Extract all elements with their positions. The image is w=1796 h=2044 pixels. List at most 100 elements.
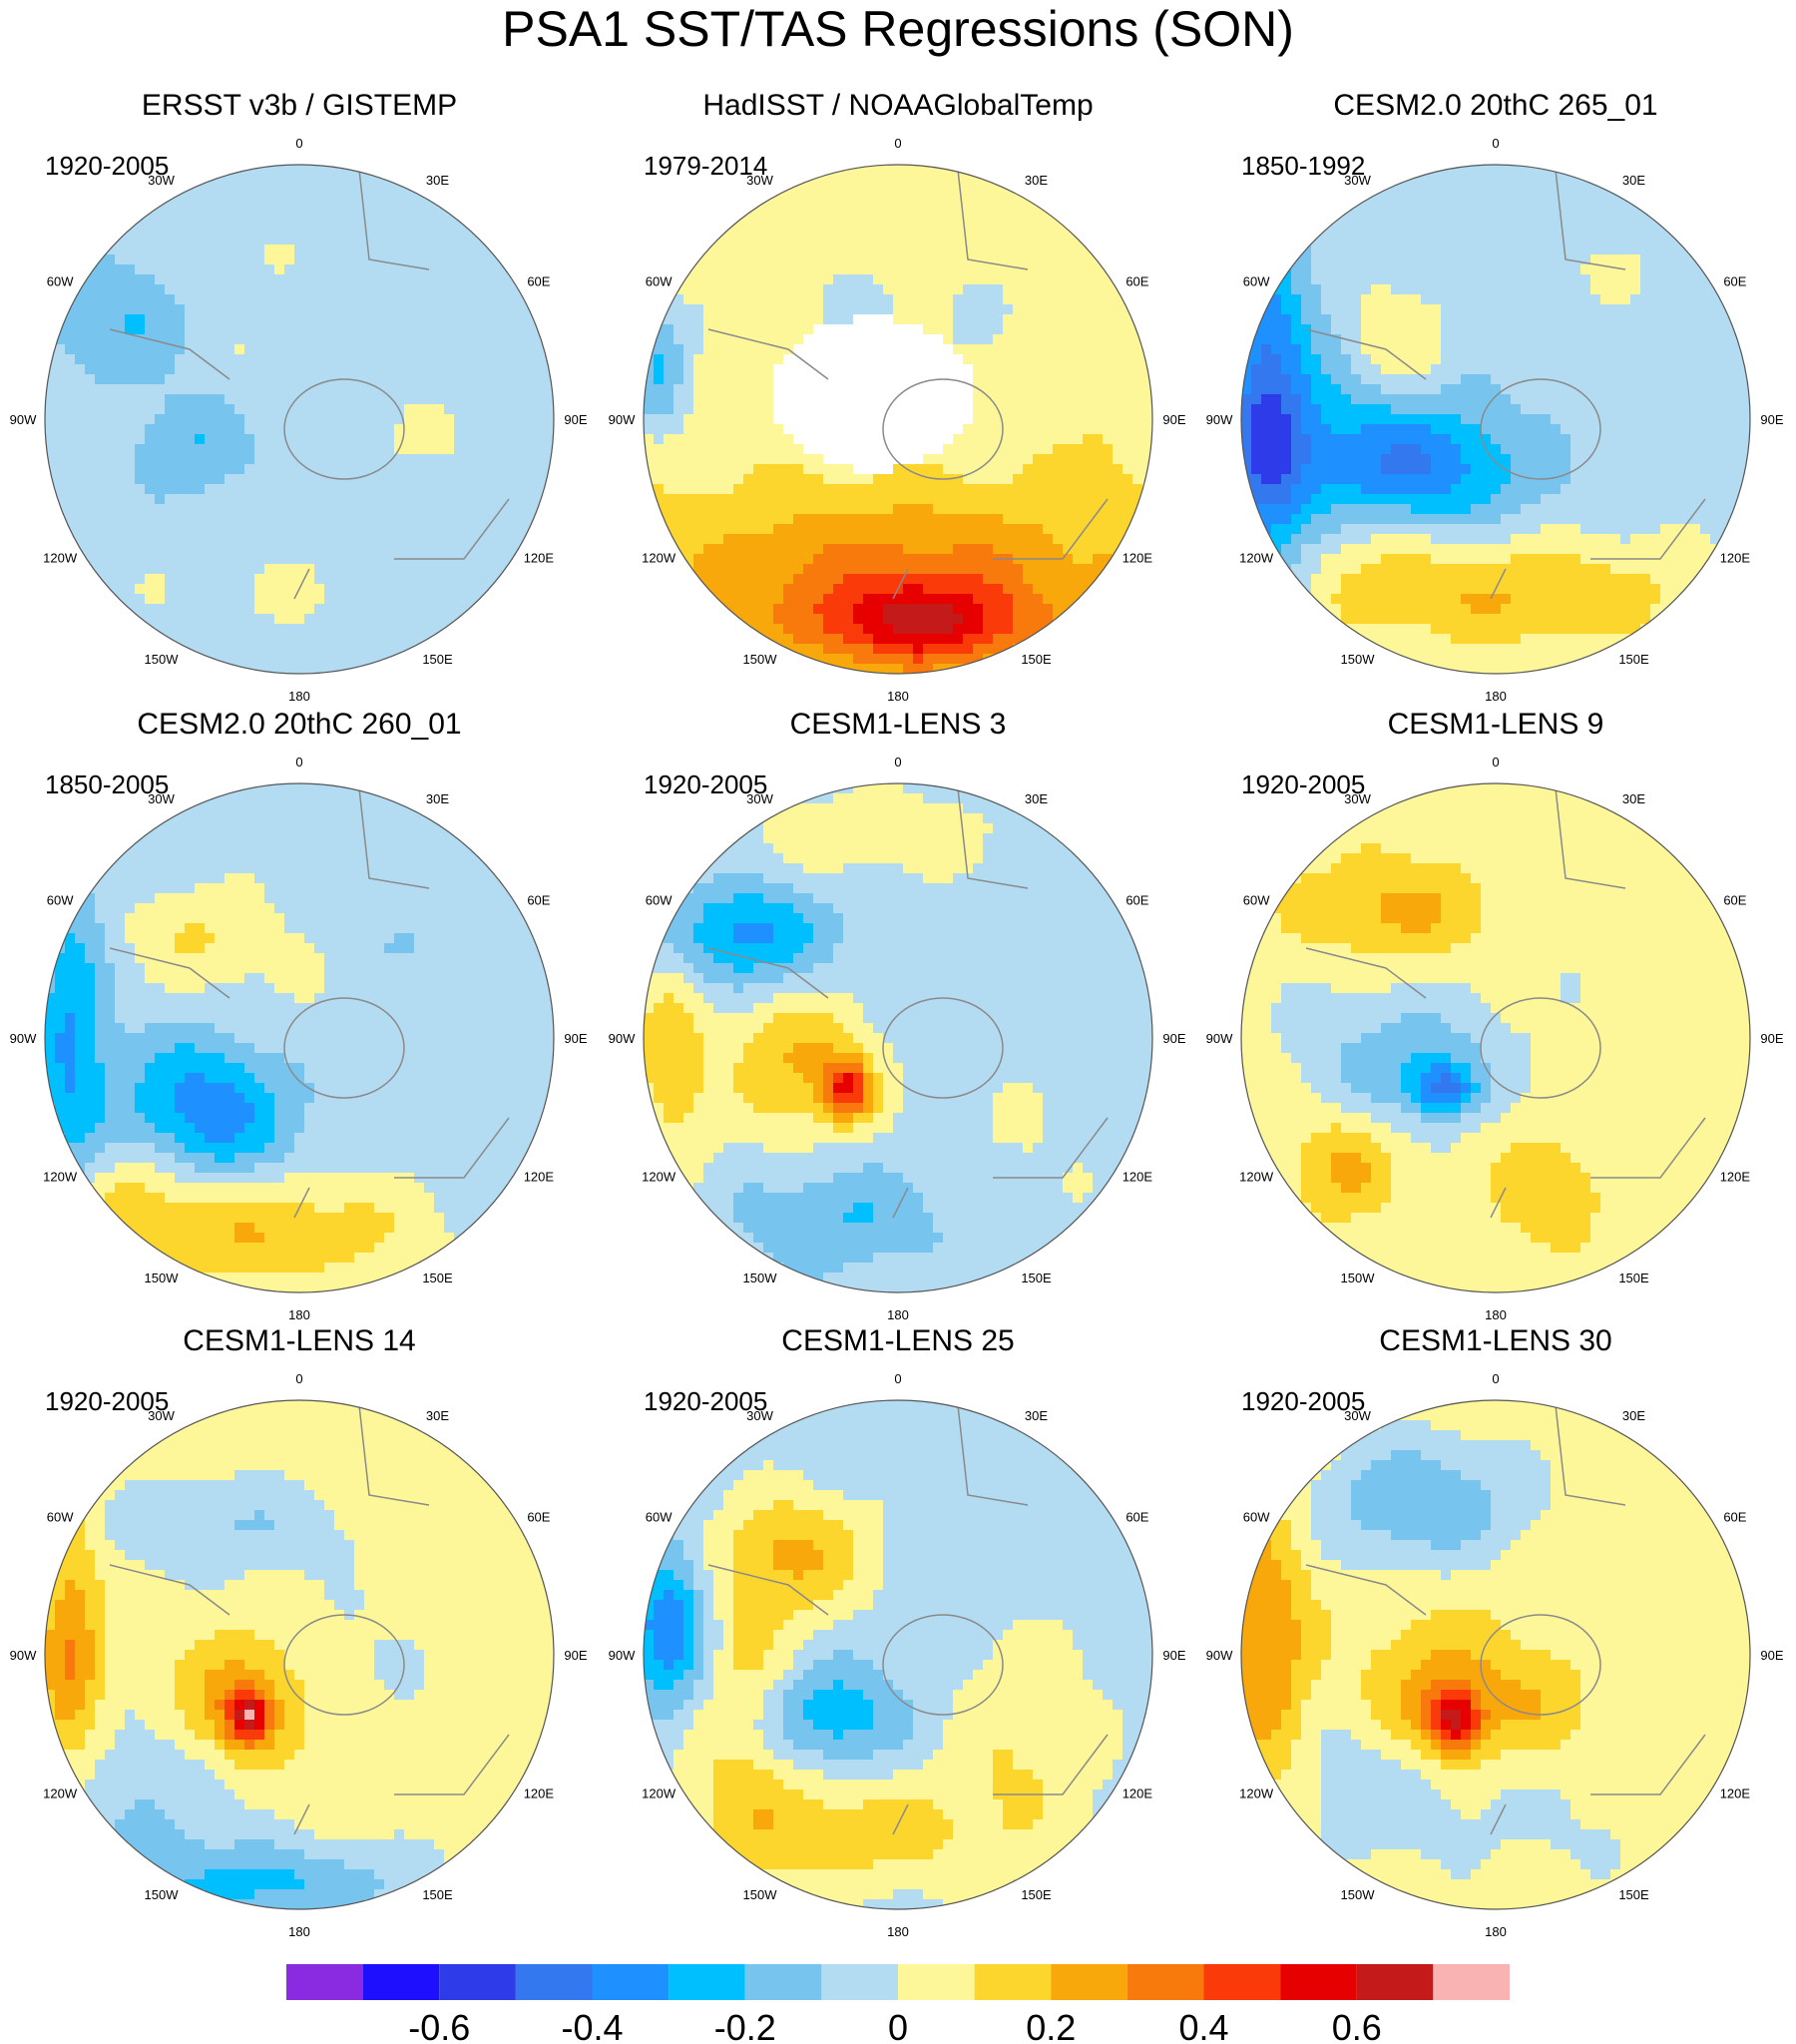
field-cell [95, 245, 106, 256]
field-cell [683, 334, 694, 345]
field-cell [843, 514, 854, 525]
field-cell [544, 434, 554, 445]
field-cell [893, 504, 904, 515]
field-cell [1331, 235, 1342, 246]
field-cell [1251, 474, 1262, 485]
field-cell [1063, 574, 1074, 585]
field-cell [1271, 454, 1282, 465]
field-cell [1331, 484, 1342, 495]
field-cell [733, 494, 744, 505]
field-cell [524, 364, 535, 375]
field-cell [713, 454, 724, 465]
field-cell [1291, 494, 1302, 505]
field-cell [115, 604, 126, 615]
field-cell [334, 354, 345, 365]
field-cell [903, 484, 914, 495]
field-cell [1311, 514, 1322, 525]
field-cell [1053, 364, 1064, 375]
field-cell [1361, 225, 1372, 236]
field-cell [1132, 334, 1143, 345]
field-cell [244, 464, 255, 475]
field-cell [374, 554, 385, 565]
field-cell [903, 524, 914, 535]
field-cell [693, 584, 704, 595]
field-cell [1381, 654, 1392, 665]
field-cell [264, 215, 275, 226]
field-cell [923, 185, 934, 196]
field-cell [753, 574, 764, 585]
field-cell [364, 544, 375, 555]
field-cell [294, 414, 305, 425]
field-cell [284, 304, 295, 315]
field-cell [833, 544, 844, 555]
field-cell [125, 534, 136, 545]
field-cell [464, 274, 475, 285]
field-cell [783, 514, 794, 525]
field-cell [264, 424, 275, 435]
field-cell [314, 394, 325, 405]
field-cell [833, 554, 844, 565]
field-cell [264, 374, 275, 385]
field-cell [464, 594, 475, 605]
field-cell [185, 324, 196, 335]
field-cell [175, 604, 186, 615]
field-cell [1331, 454, 1342, 465]
field-cell [963, 514, 974, 525]
field-cell [85, 374, 96, 385]
field-cell [843, 294, 854, 305]
field-cell [723, 374, 734, 385]
field-cell [763, 294, 774, 305]
field-cell [1003, 364, 1014, 375]
field-cell [1003, 614, 1014, 625]
field-cell [314, 484, 325, 495]
field-cell [424, 584, 435, 595]
field-cell [514, 364, 525, 375]
field-cell [1073, 514, 1084, 525]
field-cell [75, 294, 86, 305]
field-cell [125, 544, 136, 555]
field-cell [464, 284, 475, 295]
field-cell [464, 494, 475, 505]
field-cell [1351, 324, 1362, 335]
field-cell [713, 554, 724, 565]
field-cell [175, 594, 186, 605]
field-cell [1073, 504, 1084, 515]
field-cell [763, 215, 774, 226]
field-cell [195, 264, 206, 275]
field-cell [434, 394, 445, 405]
field-cell [853, 474, 864, 485]
field-cell [1381, 384, 1392, 395]
field-cell [524, 444, 535, 455]
field-cell [1043, 514, 1054, 525]
field-cell [394, 544, 405, 555]
field-cell [1351, 215, 1362, 226]
field-cell [753, 434, 764, 445]
field-cell [324, 364, 335, 375]
field-cell [1391, 514, 1402, 525]
field-cell [504, 284, 515, 295]
field-cell [374, 245, 385, 256]
field-cell [394, 344, 405, 355]
field-cell [314, 524, 325, 535]
field-cell [1381, 464, 1392, 475]
field-cell [205, 614, 216, 625]
field-cell [713, 414, 724, 425]
field-cell [135, 474, 146, 485]
field-cell [983, 624, 994, 635]
field-cell [1023, 324, 1034, 335]
field-cell [304, 294, 315, 305]
field-cell [733, 514, 744, 525]
longitude-label: 90W [10, 412, 37, 427]
field-cell [1073, 274, 1084, 285]
field-cell [1271, 354, 1282, 365]
field-cell [733, 564, 744, 575]
field-cell [1013, 494, 1024, 505]
field-cell [205, 524, 216, 535]
field-cell [224, 284, 235, 295]
field-cell [733, 274, 744, 285]
field-cell [843, 424, 854, 435]
field-cell [524, 374, 535, 385]
field-cell [264, 235, 275, 246]
field-cell [1391, 564, 1402, 575]
field-cell [843, 264, 854, 275]
